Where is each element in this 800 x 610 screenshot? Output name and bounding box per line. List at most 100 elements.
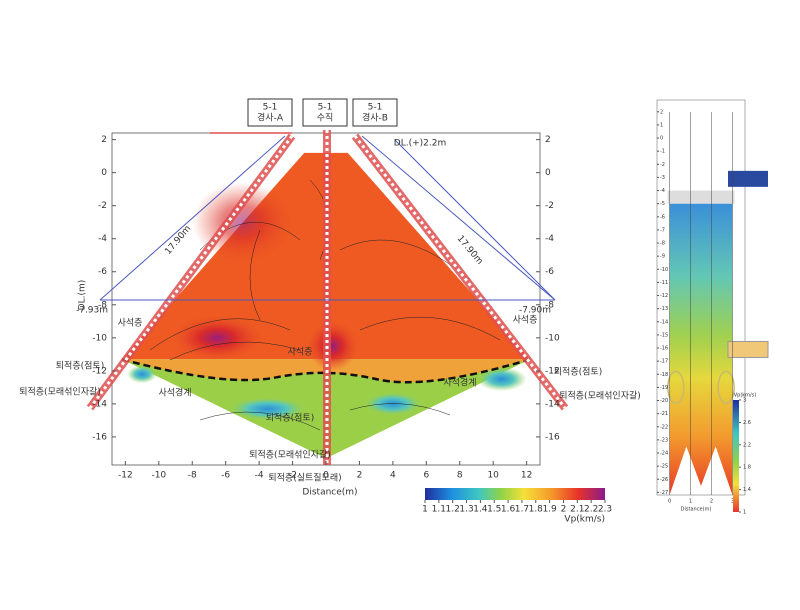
- borehole-core: [88, 135, 294, 409]
- y-tick-label: -8: [545, 300, 554, 310]
- y-tick-label: -16: [545, 432, 560, 442]
- main-panel: 2 2 0 0 -2 -2 -4 -4 -6 -6 -8 -8 -10 -10 -12 -12 -14 -14 -1…: [19, 98, 641, 525]
- x-tick-label: -6: [221, 471, 230, 481]
- colorbar-tick-label: 1.7: [515, 505, 529, 515]
- high-zone: [307, 321, 358, 372]
- y-tick-label: -14: [660, 319, 668, 325]
- annotation: 퇴적층(점토): [266, 412, 314, 424]
- annotation: 퇴적층(점토): [554, 366, 602, 378]
- y-tick-label: -4: [98, 234, 107, 244]
- y-tick-label: -26: [660, 477, 668, 483]
- y-tick-label: 0: [101, 168, 107, 178]
- colorbar-tick-label: 1.3: [459, 505, 473, 515]
- y-tick-label: 2: [545, 135, 551, 145]
- contour-line: [249, 229, 261, 321]
- colorbar-tick-label: 1.8: [529, 505, 544, 515]
- x-axis-label: Distance(m): [681, 507, 712, 513]
- colorbar-tick-label: 1.5: [487, 505, 501, 515]
- y-tick-label: -10: [545, 333, 560, 343]
- colorbar-tick-label: 1.9: [542, 505, 557, 515]
- annotation: -7.93m: [76, 306, 108, 316]
- y-tick-label: -21: [660, 411, 668, 417]
- x-tick-label: 1: [689, 499, 692, 505]
- x-tick-label: 3: [731, 499, 734, 505]
- y-tick-label: -8: [98, 300, 107, 310]
- y-tick-label: -6: [660, 214, 665, 220]
- y-tick-label: -6: [545, 267, 554, 277]
- y-tick-label: -3: [660, 175, 665, 181]
- colorbar-tick-label: 2.2: [743, 442, 751, 448]
- y-tick-label: -16: [92, 432, 107, 442]
- low-zone: [127, 365, 158, 384]
- colorbar-tick-label: 2.6: [743, 420, 751, 426]
- casing: [667, 190, 735, 204]
- anomaly: [667, 370, 685, 405]
- x-tick-label: 10: [487, 471, 499, 481]
- colorbar: [425, 488, 605, 500]
- x-tick-label: -2: [288, 471, 297, 481]
- y-tick-label: -10: [660, 267, 668, 273]
- y-tick-label: -11: [660, 280, 668, 286]
- y-tick-label: -14: [545, 399, 560, 409]
- annotation: 사석층: [118, 318, 143, 329]
- borehole: [351, 133, 569, 411]
- annotation: 퇴적층(실트질모래): [268, 472, 341, 484]
- y-tick-label: -9: [660, 254, 665, 260]
- y-tick-label: -7: [660, 227, 665, 233]
- annotation: 퇴적층(모래섞인자갈): [249, 449, 331, 461]
- column-field: [669, 203, 733, 496]
- annotation: 사석층: [288, 347, 313, 358]
- y-tick-label: -14: [92, 399, 107, 409]
- contour-line: [169, 341, 301, 361]
- annotation: 퇴적층(모래섞인자갈): [559, 390, 641, 402]
- guide-line: [99, 135, 286, 301]
- y-tick-label: -10: [92, 333, 107, 343]
- colorbar-tick-label: 1.4: [473, 505, 488, 515]
- colorbar-tick-label: 1.2: [446, 505, 460, 515]
- header-label: 5-1: [263, 103, 278, 113]
- y-tick-label: -15: [660, 332, 668, 338]
- y-tick-label: -13: [660, 306, 668, 312]
- x-tick-label: 2: [357, 471, 363, 481]
- x-tick-label: -12: [118, 471, 133, 481]
- x-tick-label: -10: [151, 471, 166, 481]
- y-tick-label: -12: [660, 293, 668, 299]
- colorbar-tick-label: 1.4: [743, 487, 751, 493]
- colorbar-tick-label: 2.2: [584, 505, 598, 515]
- y-tick-label: -24: [660, 451, 668, 457]
- colorbar-tick-label: 1.6: [501, 505, 516, 515]
- annotation: 17.90m: [455, 234, 485, 267]
- header-box: [247, 98, 293, 127]
- annotation: 퇴적층(모래섞인자갈): [19, 386, 101, 398]
- colorbar-tick-label: 2.3: [598, 505, 612, 515]
- y-tick-label: -25: [660, 464, 668, 470]
- annotation: -7.90m: [519, 306, 551, 316]
- annotation: 사석경계: [158, 387, 191, 399]
- y-tick-label: 0: [545, 168, 551, 178]
- colorbar-tick-label: 1: [743, 510, 746, 516]
- colorbar: [733, 400, 739, 512]
- colorbar-label: Vp(km/s): [734, 393, 757, 399]
- y-tick-label: -12: [545, 366, 560, 376]
- y-tick-label: -16: [660, 346, 668, 352]
- x-tick-label: -4: [255, 471, 264, 481]
- guide-line: [394, 139, 556, 301]
- side-panel: 0 1 2 3 2 1 0 -1 -2 -3 -4 -5 -6 -7 -8 -9 -10 -11 -12 -13 -14…: [656, 99, 769, 516]
- header-box: [352, 98, 398, 127]
- x-tick-label: 6: [423, 471, 429, 481]
- x-tick-label: 8: [457, 471, 463, 481]
- header-label: 5-1: [368, 103, 383, 113]
- callout: [727, 340, 769, 358]
- y-tick-label: -17: [660, 359, 668, 365]
- contour-line: [359, 316, 501, 341]
- annotation: 사석층: [513, 315, 538, 326]
- colorbar-tick-label: 1.1: [432, 505, 446, 515]
- header-label: 경사-A: [257, 112, 284, 124]
- y-tick-label: -6: [98, 267, 107, 277]
- x-tick-label: 4: [390, 471, 396, 481]
- y-tick-label: -5: [660, 201, 665, 207]
- low-zone: [362, 391, 423, 416]
- x-tick-label: 0: [323, 471, 329, 481]
- y-tick-label: -4: [545, 234, 554, 244]
